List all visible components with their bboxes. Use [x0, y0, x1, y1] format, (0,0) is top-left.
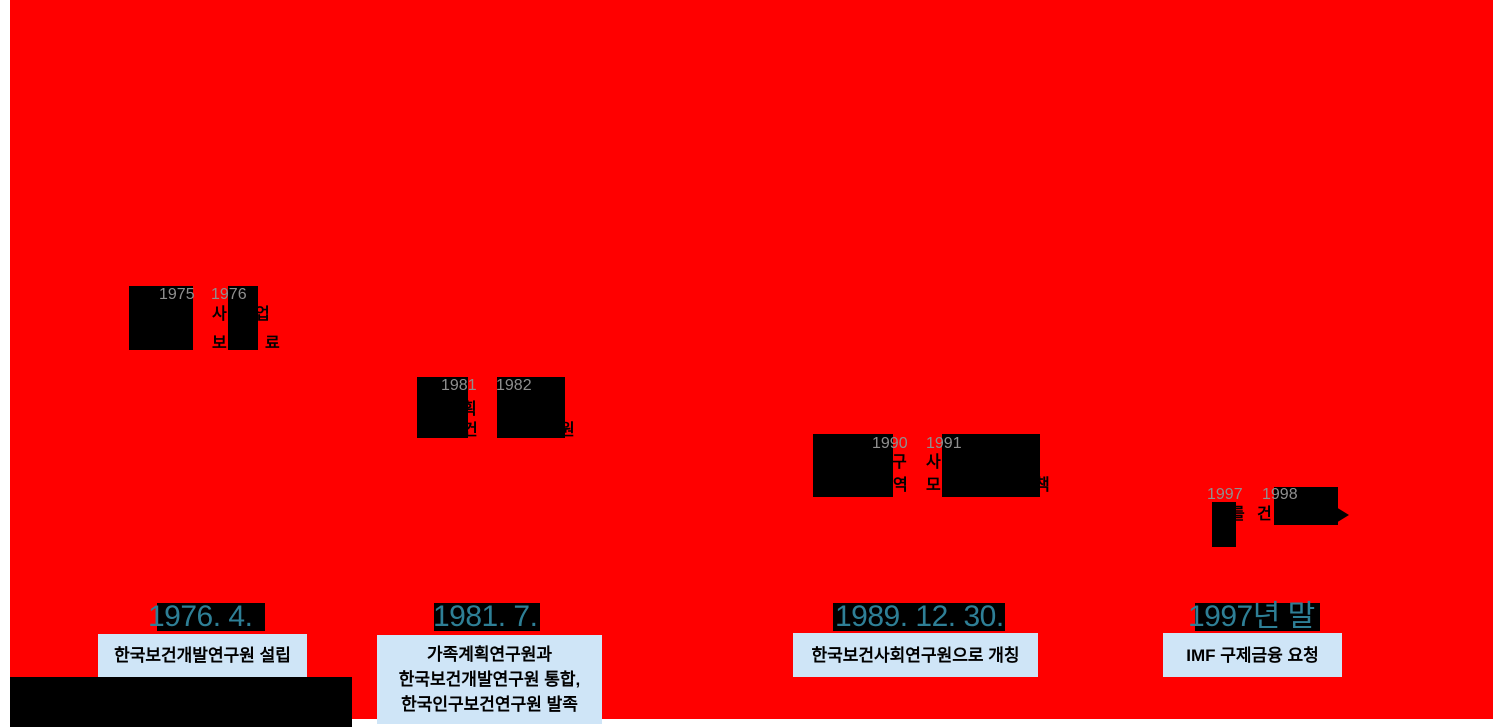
year-label: 1981 [441, 377, 477, 394]
text-fragment: 사 [212, 306, 227, 323]
date-highlight [434, 603, 540, 631]
text-fragment: 역 [893, 477, 908, 494]
year-label: 1997 [1207, 486, 1243, 503]
photo-redaction-box [129, 286, 193, 350]
year-label: 1975 [159, 286, 195, 303]
arrow-right-icon [1336, 507, 1349, 523]
year-label: 1976 [211, 286, 247, 303]
milestone-label-line: 한국보건개발연구원 통합, [398, 670, 581, 689]
text-fragment: 료 [265, 335, 280, 352]
timeline-date: 1976. 4. [148, 600, 253, 633]
photo-redaction-box [417, 377, 468, 438]
photo-redaction-box [942, 434, 1040, 497]
year-label: 1990 [872, 435, 908, 452]
photo-redaction-box [228, 286, 258, 350]
text-fragment: 업 [255, 306, 270, 323]
milestone-label-card: IMF 구제금융 요청 [1163, 633, 1342, 677]
milestone-label-line: 가족계획연구원과 [426, 645, 553, 664]
photo-redaction-box [813, 434, 893, 497]
year-label: 1998 [1262, 486, 1298, 503]
photo-redaction-box [1274, 487, 1338, 525]
text-fragment: 모 [926, 477, 941, 494]
timeline-date: 1997년 말 [1188, 600, 1315, 633]
year-label: 1991 [926, 435, 962, 452]
date-highlight [833, 603, 1005, 631]
text-fragment: 사 [926, 454, 941, 471]
milestone-label-card: 한국보건개발연구원 설립 [98, 634, 307, 677]
timeline-date: 1989. 12. 30. [835, 600, 1004, 633]
date-highlight [1195, 603, 1320, 631]
milestone-label-line: IMF 구제금융 요청 [1186, 645, 1319, 665]
date-highlight [157, 603, 265, 631]
year-label: 1982 [496, 377, 532, 394]
text-fragment: 구 [892, 454, 907, 471]
slide-background [10, 0, 1493, 719]
bottom-photo-redaction-box [10, 677, 352, 727]
milestone-label-line: 한국인구보건연구원 발족 [401, 695, 578, 714]
milestone-label-card: 가족계획연구원과 한국보건개발연구원 통합, 한국인구보건연구원 발족 [377, 635, 602, 724]
photo-redaction-box [497, 377, 565, 438]
milestone-label-line: 한국보건개발연구원 설립 [114, 646, 291, 665]
text-fragment: 건 [1257, 506, 1272, 523]
text-fragment: 보 [212, 335, 227, 352]
milestone-label-card: 한국보건사회연구원으로 개칭 [793, 633, 1038, 677]
timeline-date: 1981. 7. [433, 600, 538, 633]
photo-redaction-box [1212, 502, 1236, 547]
milestone-label-line: 한국보건사회연구원으로 개칭 [811, 645, 1020, 665]
